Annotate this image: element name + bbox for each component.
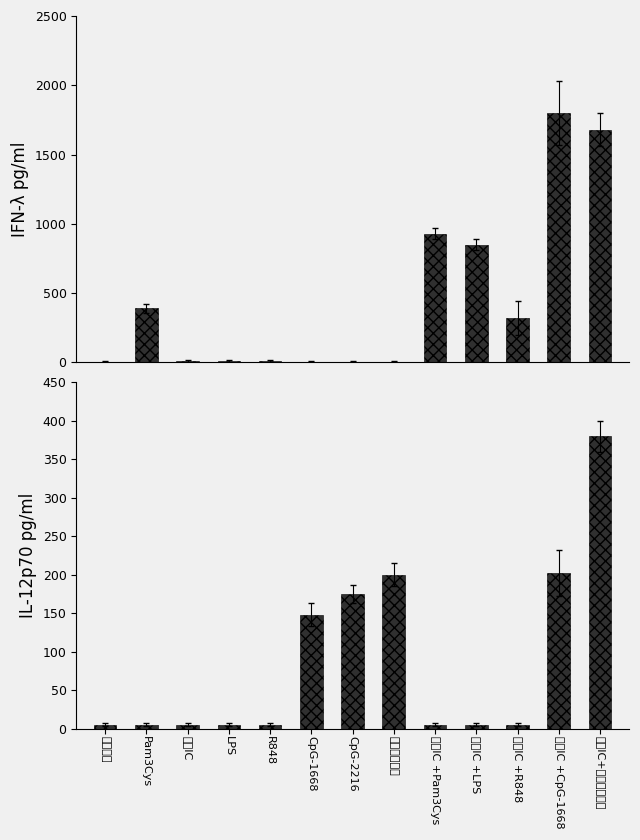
Bar [135,308,157,362]
Bar [135,725,157,728]
Y-axis label: IL-12p70 pg/ml: IL-12p70 pg/ml [19,493,37,618]
Bar [176,725,199,728]
Y-axis label: IFN-λ pg/ml: IFN-λ pg/ml [11,142,29,237]
Bar [383,575,405,728]
Bar [506,318,529,362]
Bar [589,129,611,362]
Bar [218,725,240,728]
Bar [424,725,446,728]
Bar [424,234,446,362]
Bar [465,725,488,728]
Bar [547,573,570,728]
Bar [176,361,199,362]
Bar [465,244,488,362]
Bar [218,361,240,362]
Bar [259,361,282,362]
Bar [94,725,116,728]
Bar [300,615,323,728]
Bar [547,113,570,362]
Bar [506,725,529,728]
Bar [589,436,611,728]
Bar [341,594,364,728]
Bar [259,725,282,728]
